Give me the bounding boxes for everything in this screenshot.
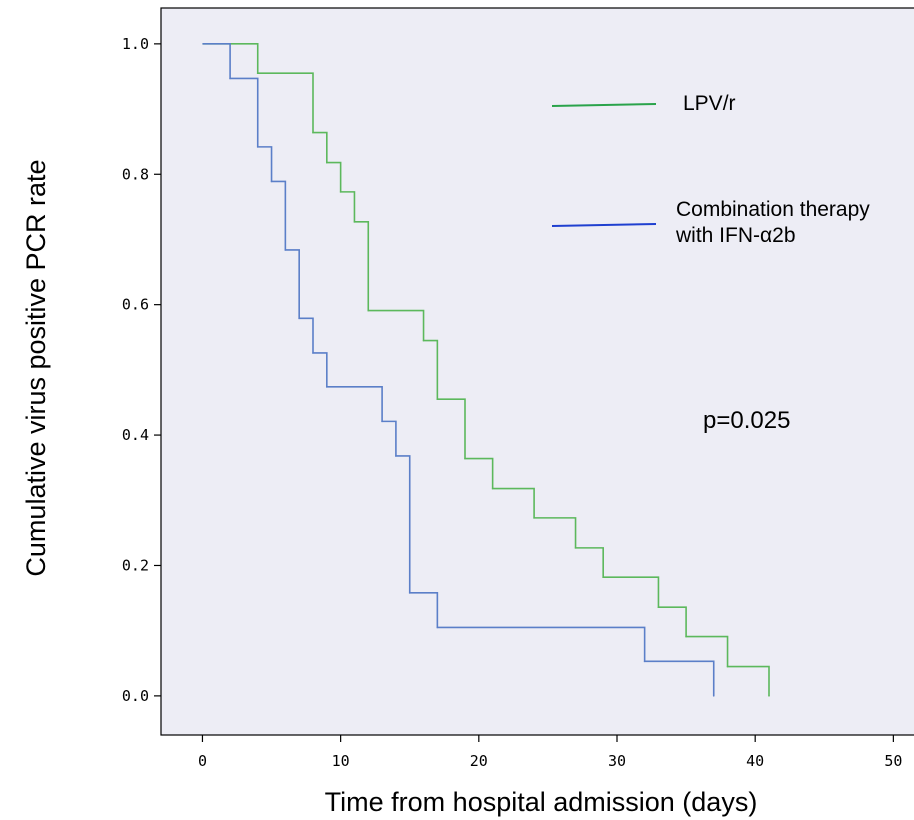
series-combination-therapy [202,43,715,697]
step-point [326,161,328,164]
step-point [574,547,577,549]
y-tick-label: 0.0 [122,687,149,705]
y-tick-label: 0.2 [122,556,149,574]
legend: LPV/r Combination therapy with IFN-α2b [551,92,870,247]
p-value-annotation: p=0.025 [703,407,790,434]
step-point [436,626,439,629]
legend-label: Combination therapy [676,198,870,221]
y-axis-title: Cumulative virus positive PCR rate [21,159,51,576]
legend-swatch [551,223,657,227]
step-point [464,457,466,460]
series-line [202,43,770,696]
step-point [353,221,356,223]
x-axis-title: Time from hospital admission (days) [325,787,758,817]
y-tick-label: 0.4 [122,426,149,444]
legend-item: Combination therapy with IFN-α2b [551,198,870,247]
x-tick-label: 40 [746,752,764,770]
step-point [643,660,646,663]
y-tick-label: 0.6 [122,296,149,314]
series-line [202,43,715,696]
step-point [768,695,770,697]
series-layer [202,43,770,697]
step-point [312,352,314,354]
step-point [408,592,411,594]
step-point [326,386,328,388]
step-point [422,339,425,342]
legend-label: with IFN-α2b [675,224,796,247]
step-point [256,72,259,75]
step-point [270,180,273,183]
x-tick-label: 10 [332,752,350,770]
step-point [491,487,494,490]
step-point [298,317,300,320]
step-point [395,455,397,457]
step-point [381,420,383,423]
step-point [602,576,604,579]
step-point [284,249,287,251]
x-tick-label: 20 [470,752,488,770]
y-axis: 0.0 0.2 0.4 0.6 0.8 1.0 [122,35,161,705]
y-tick-label: 1.0 [122,35,149,53]
step-point [657,606,660,609]
x-axis: 0 10 20 30 40 50 [198,735,902,770]
step-point [712,695,715,697]
step-point [533,517,535,519]
step-point [685,635,687,638]
step-point [256,146,259,148]
x-tick-label: 50 [884,752,902,770]
legend-label: LPV/r [683,92,736,115]
step-point [726,665,729,668]
legend-item: LPV/r [551,92,736,115]
series-lpv-r [202,43,770,697]
x-tick-label: 0 [198,752,207,770]
x-tick-label: 30 [608,752,626,770]
step-point [229,77,231,80]
y-tick-label: 0.8 [122,165,149,183]
plot-area [160,7,914,736]
legend-swatch [551,103,657,107]
step-point [367,309,370,312]
step-point [436,398,439,401]
step-point [312,131,314,134]
step-point [339,191,342,193]
